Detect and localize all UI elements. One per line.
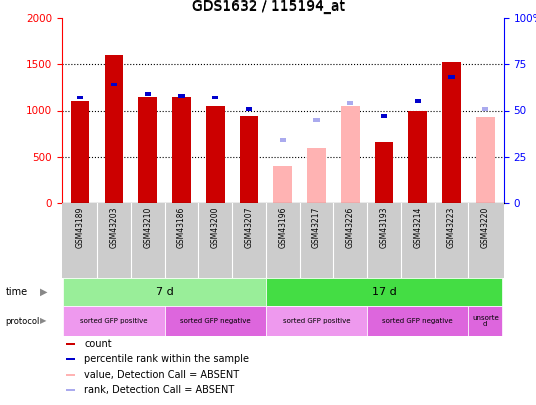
Text: GSM43193: GSM43193 (379, 207, 389, 248)
Bar (476, 117, 495, 203)
Bar (66, 374, 76, 376)
Bar (66, 343, 76, 345)
Bar (212, 96, 218, 99)
Bar (375, 142, 393, 203)
Bar (138, 97, 157, 203)
Text: sorted GFP negative: sorted GFP negative (180, 318, 250, 324)
Text: count: count (84, 339, 112, 349)
Bar (63, 278, 266, 306)
Bar (468, 306, 502, 336)
Bar (165, 306, 266, 336)
Text: GSM43189: GSM43189 (76, 207, 85, 248)
Bar (280, 138, 286, 142)
Text: sorted GFP positive: sorted GFP positive (80, 318, 148, 324)
Bar (408, 111, 427, 203)
Bar (367, 306, 468, 336)
Text: GDS1632 / 115194_at: GDS1632 / 115194_at (191, 0, 345, 13)
Text: GDS1632 / 115194_at: GDS1632 / 115194_at (191, 0, 345, 14)
Bar (341, 106, 360, 203)
Bar (314, 118, 319, 122)
Text: GSM43214: GSM43214 (413, 207, 422, 248)
Bar (111, 83, 117, 86)
Bar (449, 75, 455, 79)
Text: sorted GFP positive: sorted GFP positive (283, 318, 350, 324)
Bar (66, 358, 76, 360)
Text: 7 d: 7 d (156, 287, 174, 297)
Text: value, Detection Call = ABSENT: value, Detection Call = ABSENT (84, 370, 239, 380)
Text: sorted GFP negative: sorted GFP negative (383, 318, 453, 324)
Bar (273, 166, 292, 203)
Bar (266, 306, 367, 336)
Bar (63, 306, 165, 336)
Text: rank, Detection Call = ABSENT: rank, Detection Call = ABSENT (84, 385, 234, 395)
Bar (206, 106, 225, 203)
Bar (347, 101, 353, 105)
Bar (266, 278, 502, 306)
Bar (178, 94, 184, 98)
Bar (66, 389, 76, 391)
Text: GSM43210: GSM43210 (143, 207, 152, 248)
Bar (71, 101, 90, 203)
Text: GSM43220: GSM43220 (481, 207, 490, 248)
Text: ▶: ▶ (40, 287, 48, 297)
Bar (482, 107, 488, 111)
Text: GSM43203: GSM43203 (109, 207, 118, 248)
Text: ▶: ▶ (40, 316, 47, 326)
Text: 17 d: 17 d (371, 287, 397, 297)
Text: percentile rank within the sample: percentile rank within the sample (84, 354, 249, 364)
Text: unsorte
d: unsorte d (472, 315, 498, 328)
Text: GSM43196: GSM43196 (278, 207, 287, 248)
Bar (442, 62, 461, 203)
Bar (77, 96, 83, 99)
Text: GSM43200: GSM43200 (211, 207, 220, 248)
Text: time: time (5, 287, 27, 297)
Bar (381, 114, 387, 118)
Bar (172, 97, 191, 203)
Text: GSM43217: GSM43217 (312, 207, 321, 248)
Text: GSM43186: GSM43186 (177, 207, 186, 248)
Bar (415, 99, 421, 103)
Bar (240, 116, 258, 203)
Text: protocol: protocol (5, 316, 40, 326)
Bar (105, 55, 123, 203)
Text: GSM43223: GSM43223 (447, 207, 456, 248)
Bar (145, 92, 151, 96)
Text: GSM43207: GSM43207 (244, 207, 254, 248)
Bar (246, 107, 252, 111)
Bar (307, 147, 326, 203)
Text: GSM43226: GSM43226 (346, 207, 355, 248)
